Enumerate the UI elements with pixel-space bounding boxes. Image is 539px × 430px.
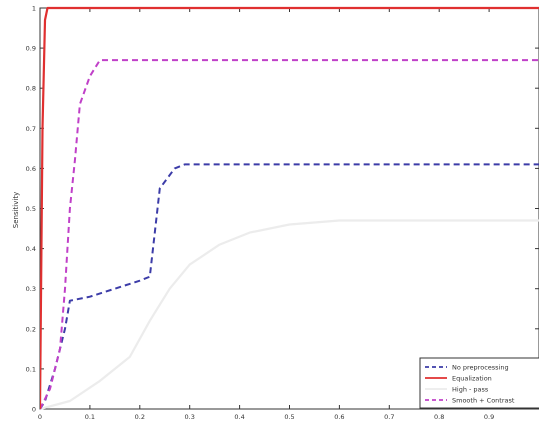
series-line-equalization: [40, 6, 539, 410]
y-tick-label: 1: [32, 5, 36, 13]
legend: No preprocessing Equalization High - pass S…: [419, 357, 539, 409]
series-line-smooth-contrast: [40, 59, 539, 410]
y-tick-label: 0.7: [26, 125, 36, 133]
y-axis-label: Sensitivity: [12, 192, 20, 228]
legend-label: High - pass: [452, 386, 489, 394]
legend-label: Equalization: [452, 375, 492, 383]
x-tick-label: 0.2: [135, 413, 145, 421]
y-tick-label: 0.8: [26, 85, 36, 93]
plot-frame: [39, 7, 539, 410]
y-tick-label: 0.4: [26, 245, 36, 253]
y-tick-label: 0.1: [26, 365, 36, 373]
x-tick-label: 0.7: [384, 413, 394, 421]
y-tick-label: 0.2: [26, 325, 36, 333]
y-tick-label: 0.6: [26, 165, 36, 173]
y-axis-ticks: 0 0.1 0.2 0.3 0.4 0.5 0.6 0.7 0.8 0.9 1: [26, 5, 539, 414]
legend-label: Smooth + Contrast: [452, 397, 515, 405]
x-tick-label: 0: [38, 413, 42, 421]
legend-label: No preprocessing: [452, 364, 509, 372]
x-tick-label: 0.5: [284, 413, 294, 421]
x-tick-label: 0.4: [234, 413, 244, 421]
y-tick-label: 0.9: [26, 45, 36, 53]
series-line-no-preprocessing: [40, 163, 539, 410]
x-tick-label: 0.3: [185, 413, 195, 421]
x-tick-label: 0.6: [334, 413, 344, 421]
series-layer: [40, 6, 539, 411]
x-tick-label: 0.8: [434, 413, 444, 421]
y-tick-label: 0.3: [26, 285, 36, 293]
x-tick-label: 0.9: [484, 413, 494, 421]
series-line-high-pass: [40, 219, 539, 411]
y-tick-label: 0.5: [26, 205, 36, 213]
x-tick-label: 0.1: [85, 413, 95, 421]
y-tick-label: 0: [32, 406, 36, 414]
x-axis-ticks: 0 0.1 0.2 0.3 0.4 0.5 0.6 0.7 0.8 0.9: [38, 8, 494, 421]
